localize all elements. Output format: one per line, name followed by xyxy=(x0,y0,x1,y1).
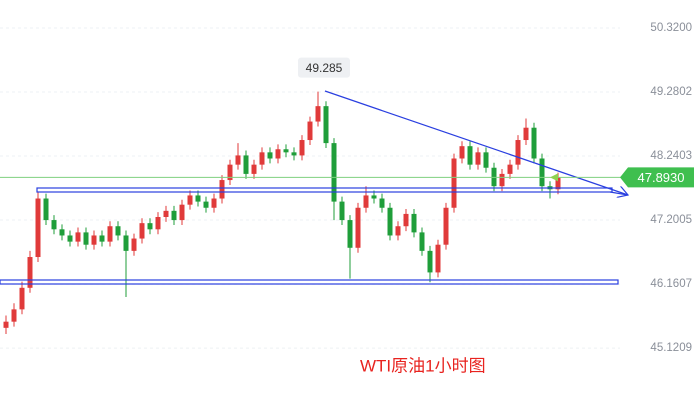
candle-body xyxy=(123,235,129,251)
candle-body xyxy=(499,173,505,187)
candle-body xyxy=(99,235,105,242)
y-tick-label: 47.2005 xyxy=(650,214,692,226)
drawings xyxy=(0,90,629,285)
candle-body xyxy=(283,149,289,153)
candle-body xyxy=(411,213,417,233)
candle-body xyxy=(323,106,329,144)
candle-body xyxy=(451,158,457,208)
y-tick-label: 45.1209 xyxy=(650,342,692,354)
candle-body xyxy=(363,195,369,208)
candle-body xyxy=(11,309,17,322)
candle-body xyxy=(539,158,545,187)
candle-body xyxy=(355,207,361,248)
overlay: 47.8930 49.285 xyxy=(0,57,694,188)
candle-body xyxy=(43,198,49,221)
candle-body xyxy=(91,235,97,245)
candle-body xyxy=(131,238,137,251)
candle-body xyxy=(107,226,113,242)
candle-body xyxy=(171,210,177,221)
candle-body xyxy=(523,127,529,141)
candle-body xyxy=(27,257,33,288)
y-tick-label: 48.2403 xyxy=(650,150,692,162)
candle-body xyxy=(339,201,345,221)
y-tick-label: 50.3200 xyxy=(650,22,692,34)
candle-body xyxy=(403,213,409,227)
high-label: 49.285 xyxy=(306,61,343,75)
candle-body xyxy=(395,226,401,236)
candle-body xyxy=(379,198,385,208)
candle-body xyxy=(459,146,465,159)
candle-body xyxy=(267,152,273,159)
y-tick-label: 46.1607 xyxy=(650,278,692,290)
candle-body xyxy=(387,207,393,236)
candle-body xyxy=(3,321,9,328)
candle-body xyxy=(347,220,353,248)
last-price-box xyxy=(620,167,694,188)
candles xyxy=(3,91,561,334)
candle-body xyxy=(147,223,153,230)
candle-body xyxy=(35,198,41,258)
support-channel xyxy=(36,187,613,193)
candle-body xyxy=(51,220,57,230)
candle-body xyxy=(443,207,449,245)
candle-body xyxy=(219,180,225,199)
candle-body xyxy=(555,177,561,190)
candle-body xyxy=(331,143,337,202)
candle-body xyxy=(83,232,89,245)
candle-body xyxy=(195,195,201,202)
chart-title: WTI原油1小时图 xyxy=(360,356,486,375)
candle-body xyxy=(467,146,473,165)
candle-body xyxy=(75,232,81,242)
candle-body xyxy=(155,216,161,230)
candle-body xyxy=(19,287,25,310)
candle-body xyxy=(427,250,433,273)
candle-body xyxy=(531,127,537,159)
high-box xyxy=(298,57,350,78)
candle-body xyxy=(371,195,377,199)
candle-body xyxy=(67,235,73,242)
last-price-label: 47.8930 xyxy=(638,170,685,185)
candle-body xyxy=(291,152,297,156)
candle-body xyxy=(227,164,233,181)
candle-body xyxy=(435,244,441,273)
candle-body xyxy=(211,198,217,208)
candle-body xyxy=(251,164,257,174)
candle-body xyxy=(59,229,65,236)
candle-body xyxy=(203,201,209,208)
candle-body xyxy=(515,140,521,165)
candle-body xyxy=(307,121,313,141)
candle-body xyxy=(299,140,305,156)
candle-body xyxy=(115,226,121,236)
candle-body xyxy=(179,204,185,221)
candle-body xyxy=(419,232,425,251)
candle-body xyxy=(483,152,489,168)
trend-line xyxy=(324,90,628,195)
support-channel xyxy=(0,279,619,285)
candle-body xyxy=(259,152,265,165)
y-tick-label: 49.2802 xyxy=(650,86,692,98)
candle-body xyxy=(243,155,249,174)
candle-body xyxy=(275,149,281,159)
last-price-marker xyxy=(550,173,558,182)
candle-body xyxy=(163,210,169,217)
candle-body xyxy=(475,152,481,165)
candle-body xyxy=(139,223,145,239)
candle-body xyxy=(187,195,193,205)
candle-body xyxy=(507,164,513,174)
candle-body xyxy=(315,106,321,122)
trend-line xyxy=(609,191,629,196)
candle-body xyxy=(235,155,241,165)
